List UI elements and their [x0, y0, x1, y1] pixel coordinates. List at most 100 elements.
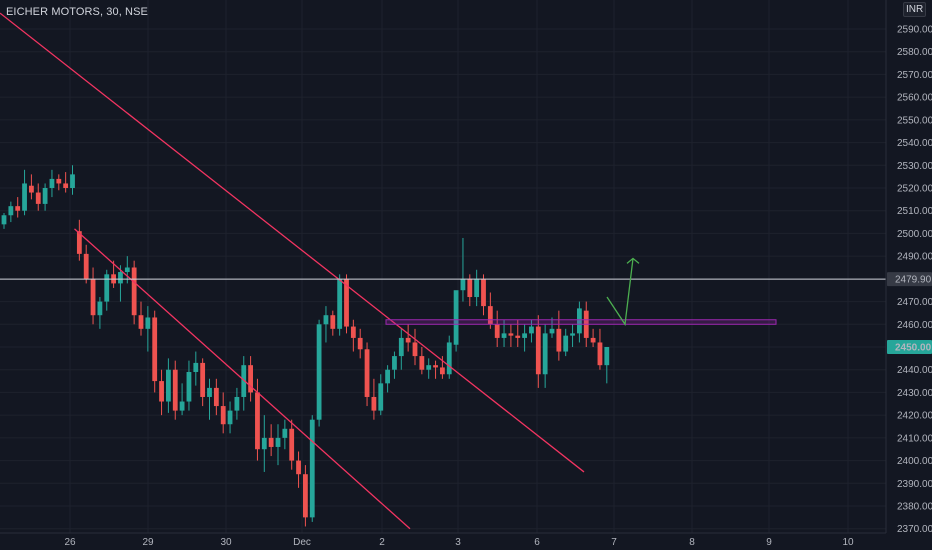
- last-price-text: 2450.00: [895, 343, 932, 354]
- candle-body: [145, 317, 151, 329]
- candle-body: [138, 315, 144, 329]
- time-tick-label: 7: [611, 537, 617, 548]
- price-tick-label: 2570.00: [897, 70, 932, 81]
- candle-body: [494, 324, 500, 338]
- price-tick-label: 2580.00: [897, 47, 932, 58]
- candle-body: [296, 460, 301, 475]
- price-tick-label: 2510.00: [897, 206, 932, 217]
- candle-body: [56, 178, 62, 184]
- candle-body: [241, 365, 247, 397]
- time-tick-label: 29: [142, 537, 154, 548]
- candle-body: [474, 278, 480, 298]
- candle-body: [542, 333, 548, 375]
- price-tick-label: 2390.00: [897, 479, 932, 490]
- candle-body: [193, 362, 199, 372]
- price-tick-label: 2560.00: [897, 93, 932, 104]
- candle-body: [275, 437, 281, 447]
- candle-body: [549, 328, 555, 334]
- candle-body: [131, 267, 137, 316]
- price-tick-label: 2540.00: [897, 138, 932, 149]
- candle-body: [467, 278, 473, 298]
- time-axis[interactable]: 26 29 30 Dec 2 3 6 7 8 9 10: [0, 532, 932, 550]
- candle-body: [15, 206, 21, 211]
- candle-body: [433, 365, 438, 368]
- candle-body: [378, 383, 384, 411]
- candle-body: [440, 367, 445, 375]
- price-tick-label: 2420.00: [897, 411, 932, 422]
- candle-body: [529, 326, 534, 334]
- candle-body: [97, 301, 103, 316]
- currency-label[interactable]: INR: [903, 2, 927, 17]
- price-tick-label: 2460.00: [897, 320, 932, 331]
- candle-body: [604, 347, 610, 366]
- trendline-upper[interactable]: [0, 12, 585, 473]
- price-tick-label: 2370.00: [897, 524, 932, 535]
- candle-body: [487, 306, 493, 325]
- candle-body: [289, 428, 295, 461]
- candle-body: [405, 337, 411, 343]
- candle-body: [371, 396, 377, 411]
- time-tick-label: 26: [64, 537, 76, 548]
- time-tick-label: Dec: [293, 537, 311, 548]
- candle-body: [63, 183, 69, 188]
- candle-body: [220, 406, 226, 425]
- candle-body: [309, 419, 315, 518]
- candle-body: [124, 267, 130, 273]
- candle-body: [227, 410, 233, 425]
- price-tick-label: 2590.00: [897, 24, 932, 35]
- candle-body: [200, 362, 206, 397]
- candle-body: [570, 333, 575, 336]
- drawings[interactable]: [0, 12, 886, 530]
- candle-body: [597, 342, 603, 366]
- hline-price-badge: [887, 272, 932, 287]
- candle-body: [357, 337, 363, 350]
- candle-body: [350, 326, 356, 338]
- candle-body: [268, 437, 274, 447]
- price-tick-label: 2490.00: [897, 252, 932, 263]
- time-tick-label: 9: [766, 537, 772, 548]
- candle-body: [385, 369, 390, 384]
- projection-arrow[interactable]: [606, 258, 634, 327]
- candle-body: [460, 278, 466, 291]
- price-axis[interactable]: 2370.00 2380.00 2390.00 2400.00 2410.00 2420.…: [885, 0, 932, 535]
- candle-body: [446, 342, 452, 375]
- price-tick-label: 2440.00: [897, 365, 932, 376]
- candle-body: [179, 401, 185, 411]
- candle-body: [303, 474, 308, 518]
- candle-body: [76, 231, 82, 254]
- candle-body: [330, 315, 336, 329]
- symbol-label[interactable]: EICHER MOTORS, 30, NSE: [6, 6, 148, 18]
- price-axis-background: [886, 0, 932, 533]
- candle-body: [412, 342, 418, 357]
- candle-body: [419, 356, 425, 370]
- candle-body: [255, 392, 260, 450]
- price-tick-label: 2550.00: [897, 115, 932, 126]
- candle-body: [261, 437, 267, 450]
- candle-body: [49, 178, 55, 188]
- resistance-zone[interactable]: [385, 319, 777, 325]
- candle-body: [398, 337, 404, 357]
- candle-body: [590, 337, 596, 343]
- candle-body: [508, 333, 514, 336]
- candle-body: [234, 396, 240, 411]
- last-price-badge: [887, 340, 932, 355]
- candle-body: [248, 365, 253, 393]
- candle-body: [186, 371, 192, 402]
- candle-body: [316, 324, 322, 420]
- candle-body: [577, 308, 582, 334]
- candle-body: [22, 183, 27, 211]
- candle-body: [282, 428, 288, 438]
- candle-body: [213, 387, 219, 407]
- time-tick-label: 30: [220, 537, 232, 548]
- candle-body: [207, 387, 212, 397]
- price-tick-label: 2430.00: [897, 388, 932, 399]
- candle-body: [159, 381, 164, 402]
- candle-body: [522, 333, 527, 338]
- candle-body: [104, 274, 110, 302]
- price-tick-label: 2530.00: [897, 161, 932, 172]
- time-tick-label: 3: [455, 537, 461, 548]
- candle-body: [8, 206, 14, 216]
- candle-body: [481, 278, 486, 307]
